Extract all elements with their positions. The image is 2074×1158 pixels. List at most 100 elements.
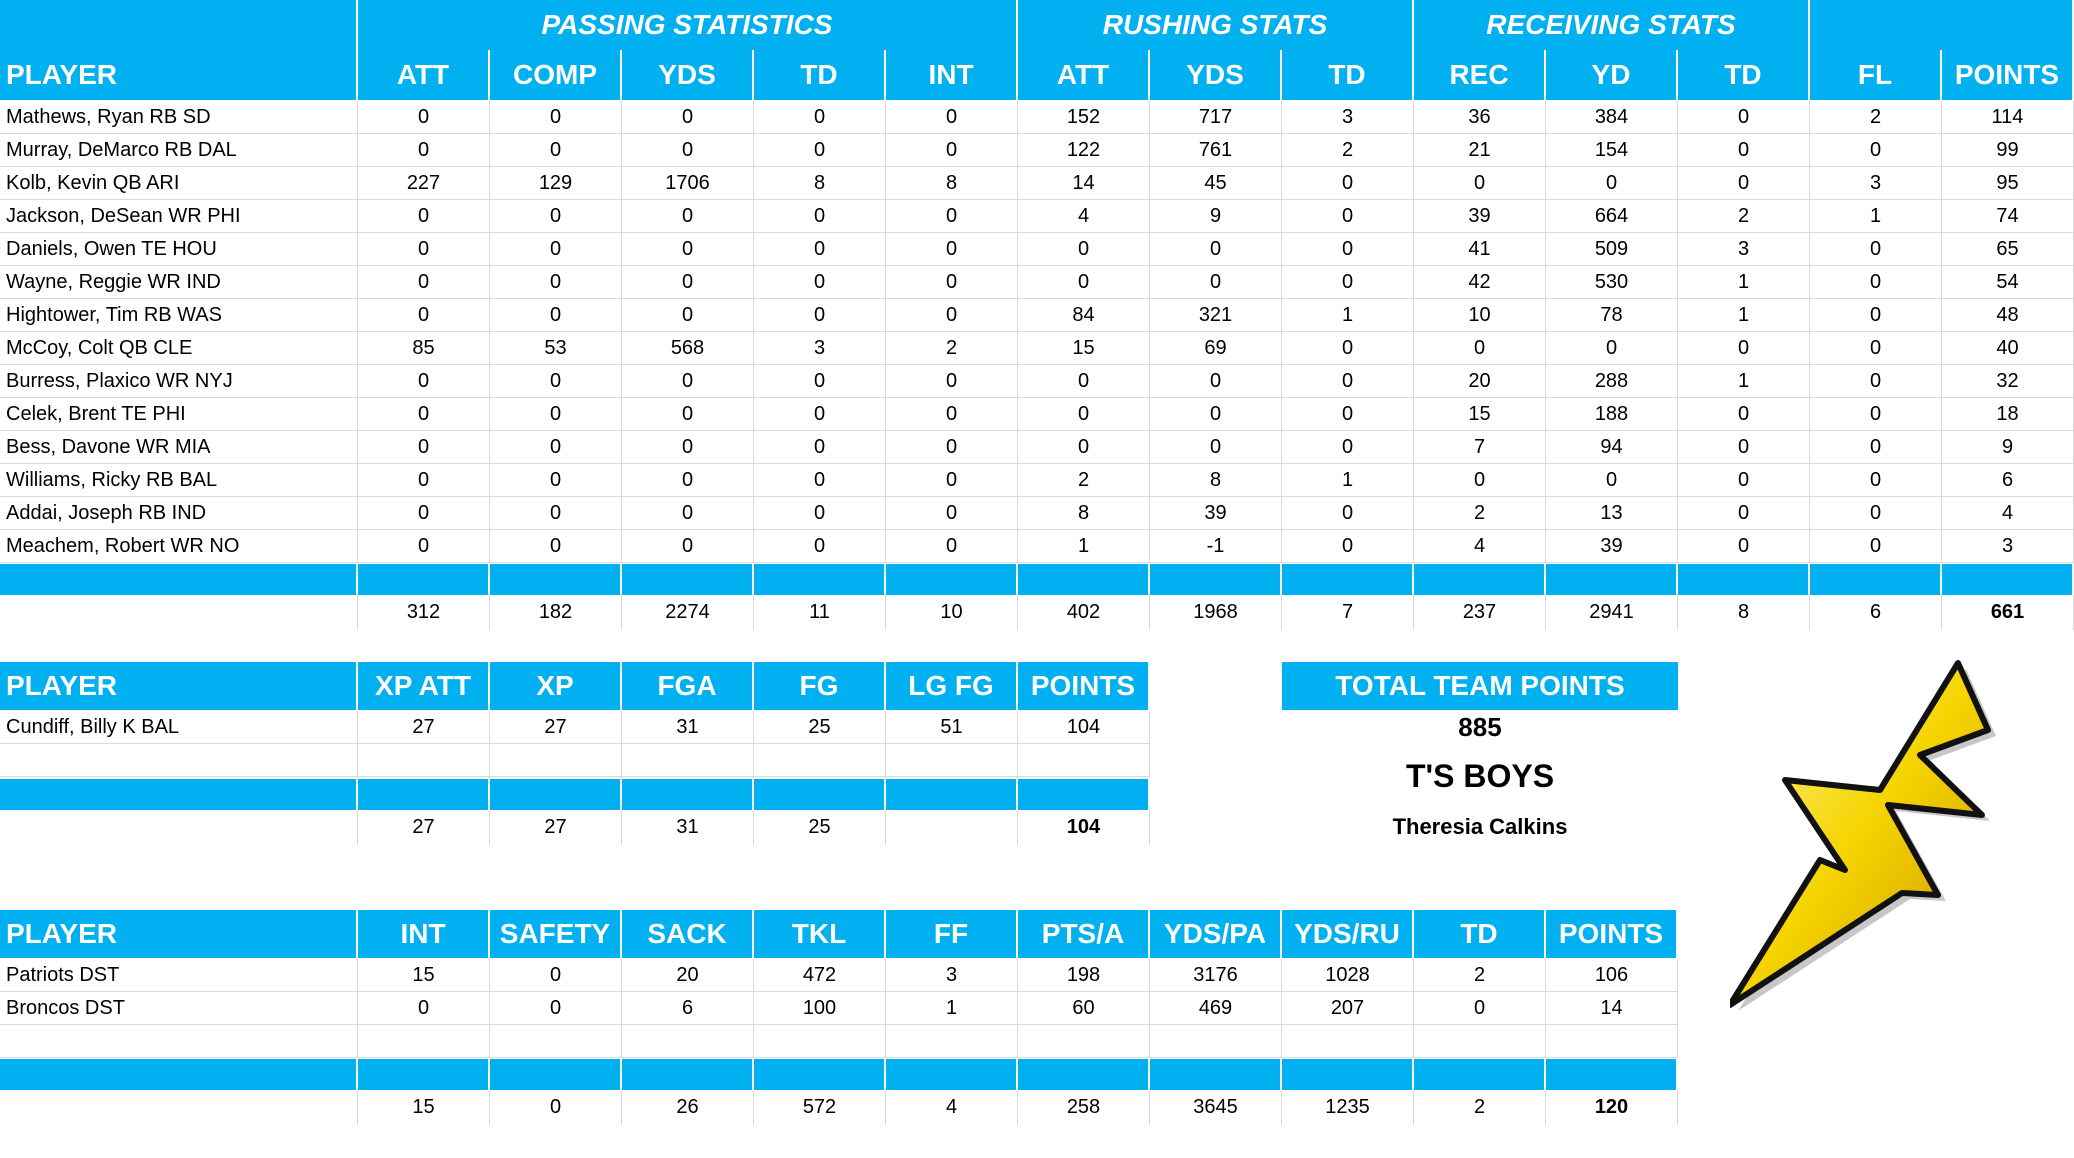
stat-cell: 0 [490, 101, 622, 134]
stat-cell: 39 [1546, 530, 1678, 563]
stat-cell: 0 [358, 398, 490, 431]
total-cell: 7 [1282, 595, 1414, 630]
stat-cell: 0 [490, 530, 622, 563]
player-name: Jackson, DeSean WR PHI [0, 200, 358, 233]
defense-stat: 60 [1018, 992, 1150, 1025]
kicker-total [886, 810, 1018, 845]
stat-cell: 0 [1282, 530, 1414, 563]
player-name: Burress, Plaxico WR NYJ [0, 365, 358, 398]
stat-cell: 48 [1942, 299, 2074, 332]
stat-cell: 45 [1150, 167, 1282, 200]
defense-total: 258 [1018, 1090, 1150, 1125]
stat-cell: 122 [1018, 134, 1150, 167]
stat-cell: 0 [1678, 497, 1810, 530]
defense-total: 120 [1546, 1090, 1678, 1125]
stat-cell: 8 [886, 167, 1018, 200]
defense-stat: 207 [1282, 992, 1414, 1025]
kicker-stat [886, 744, 1018, 777]
stat-cell: 0 [622, 200, 754, 233]
stat-cell: 1 [1678, 365, 1810, 398]
total-cell: 402 [1018, 595, 1150, 630]
stat-cell: 0 [886, 365, 1018, 398]
stat-cell: 0 [1018, 233, 1150, 266]
stat-cell: 0 [754, 398, 886, 431]
defense-stat: 3176 [1150, 959, 1282, 992]
defense-separator-bar [490, 1059, 622, 1090]
defense-stat: 3 [886, 959, 1018, 992]
kicker-separator-bar [886, 779, 1018, 810]
kicker-total: 27 [490, 810, 622, 845]
kicker-total: 27 [358, 810, 490, 845]
stat-cell: 0 [754, 200, 886, 233]
col-header-td-4: TD [754, 50, 886, 100]
stat-cell: 18 [1942, 398, 2074, 431]
separator-bar [1282, 564, 1414, 595]
stat-cell: 0 [886, 134, 1018, 167]
stat-cell: 1 [1018, 530, 1150, 563]
defense-stat [622, 1025, 754, 1058]
stat-cell: 227 [358, 167, 490, 200]
stat-cell: 0 [1678, 431, 1810, 464]
defense-separator-bar [1546, 1059, 1678, 1090]
stat-cell: 0 [1810, 530, 1942, 563]
col-header-yds-3: YDS [622, 50, 754, 100]
player-name: Wayne, Reggie WR IND [0, 266, 358, 299]
stat-cell: 0 [1678, 398, 1810, 431]
stat-cell: 0 [754, 431, 886, 464]
player-name: Williams, Ricky RB BAL [0, 464, 358, 497]
col-header-att-1: ATT [358, 50, 490, 100]
stat-cell: 0 [1282, 332, 1414, 365]
kicker-total: 25 [754, 810, 886, 845]
col-header-comp-2: COMP [490, 50, 622, 100]
stat-cell: 0 [1150, 431, 1282, 464]
stat-cell: 3 [1678, 233, 1810, 266]
total-cell: 237 [1414, 595, 1546, 630]
stat-cell: 0 [754, 365, 886, 398]
stat-cell: 0 [886, 497, 1018, 530]
stat-cell: 0 [886, 101, 1018, 134]
separator-bar [622, 564, 754, 595]
stat-cell: 0 [622, 233, 754, 266]
kicker-name: Cundiff, Billy K BAL [0, 711, 358, 744]
stat-cell: 2 [1414, 497, 1546, 530]
stat-cell: 0 [1810, 464, 1942, 497]
total-team-points-label: TOTAL TEAM POINTS [1282, 662, 1678, 710]
stat-cell: 0 [1414, 332, 1546, 365]
stat-cell: 94 [1546, 431, 1678, 464]
player-name: Bess, Davone WR MIA [0, 431, 358, 464]
rushing-group-header: RUSHING STATS [1018, 0, 1414, 50]
defense-stat: 106 [1546, 959, 1678, 992]
stat-cell: 1 [1810, 200, 1942, 233]
stat-cell: 0 [754, 530, 886, 563]
defense-name: Patriots DST [0, 959, 358, 992]
player-name: McCoy, Colt QB CLE [0, 332, 358, 365]
stat-cell: 32 [1942, 365, 2074, 398]
stat-cell: 0 [1546, 167, 1678, 200]
col-header-fl-12: FL [1810, 50, 1942, 100]
col-header-points-13: POINTS [1942, 50, 2074, 100]
kicker-separator-bar [622, 779, 754, 810]
stat-cell: 0 [1150, 398, 1282, 431]
stat-cell: 0 [490, 497, 622, 530]
stat-cell: 15 [1414, 398, 1546, 431]
kicker-stat: 104 [1018, 711, 1150, 744]
total-cell: 1968 [1150, 595, 1282, 630]
defense-col-header-3: SACK [622, 910, 754, 958]
stat-cell: 0 [358, 200, 490, 233]
stat-cell: 1 [1282, 464, 1414, 497]
stat-cell: 0 [358, 464, 490, 497]
stat-cell: 8 [1150, 464, 1282, 497]
stat-cell: 0 [886, 530, 1018, 563]
stat-cell: 0 [754, 134, 886, 167]
group-header-blank-left [0, 0, 358, 50]
kicker-stat: 25 [754, 711, 886, 744]
defense-stat: 198 [1018, 959, 1150, 992]
stat-cell: 4 [1018, 200, 1150, 233]
stat-cell: 0 [1282, 365, 1414, 398]
total-cell: 10 [886, 595, 1018, 630]
defense-separator-bar [622, 1059, 754, 1090]
defense-totals-label [0, 1090, 358, 1125]
stat-cell: 15 [1018, 332, 1150, 365]
stat-cell: 0 [490, 365, 622, 398]
player-name: Hightower, Tim RB WAS [0, 299, 358, 332]
